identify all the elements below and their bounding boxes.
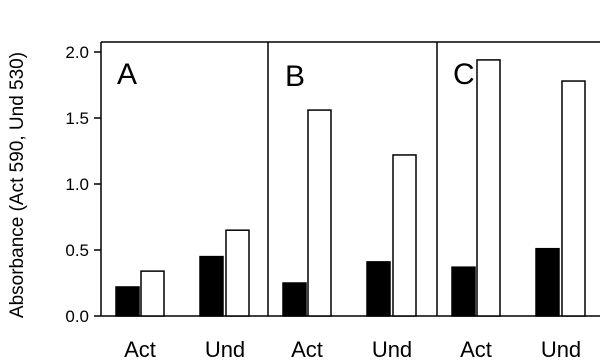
labels-layer: 0.0 0.5 1.0 1.5 2.0 A Act Und B Act Und C Act Und bbox=[65, 43, 581, 362]
y-tick-label: 2.0 bbox=[65, 43, 89, 62]
panel-label-c: C bbox=[453, 58, 475, 91]
y-tick-label: 0.0 bbox=[65, 307, 89, 326]
y-tick-label: 0.5 bbox=[65, 241, 89, 260]
axis-layer bbox=[94, 41, 600, 317]
category-label: Und bbox=[372, 337, 412, 362]
bar-a-act-filled bbox=[115, 286, 140, 317]
bar-b-und-filled bbox=[366, 261, 391, 317]
bar-c-act-open bbox=[476, 59, 501, 317]
panel-label-b: B bbox=[285, 60, 305, 93]
panel-label-a: A bbox=[117, 58, 137, 91]
bar-a-und-filled bbox=[199, 255, 224, 317]
bars-layer bbox=[115, 59, 586, 317]
category-label: Act bbox=[124, 337, 156, 362]
category-label: Und bbox=[541, 337, 581, 362]
bar-c-und-open bbox=[561, 80, 586, 317]
y-axis-label: Absorbance (Act 590, Und 530) bbox=[7, 52, 28, 318]
category-label: Act bbox=[460, 337, 492, 362]
bar-b-und-open bbox=[392, 154, 417, 317]
bar-a-act-open bbox=[140, 270, 165, 317]
y-tick-label: 1.0 bbox=[65, 175, 89, 194]
category-label: Act bbox=[291, 337, 323, 362]
bar-b-act-filled bbox=[282, 282, 307, 317]
y-tick-label: 1.5 bbox=[65, 109, 89, 128]
category-label: Und bbox=[205, 337, 245, 362]
bar-b-act-open bbox=[307, 109, 332, 317]
bar-c-und-filled bbox=[535, 247, 560, 317]
bar-c-act-filled bbox=[451, 266, 476, 317]
bar-a-und-open bbox=[225, 229, 250, 317]
